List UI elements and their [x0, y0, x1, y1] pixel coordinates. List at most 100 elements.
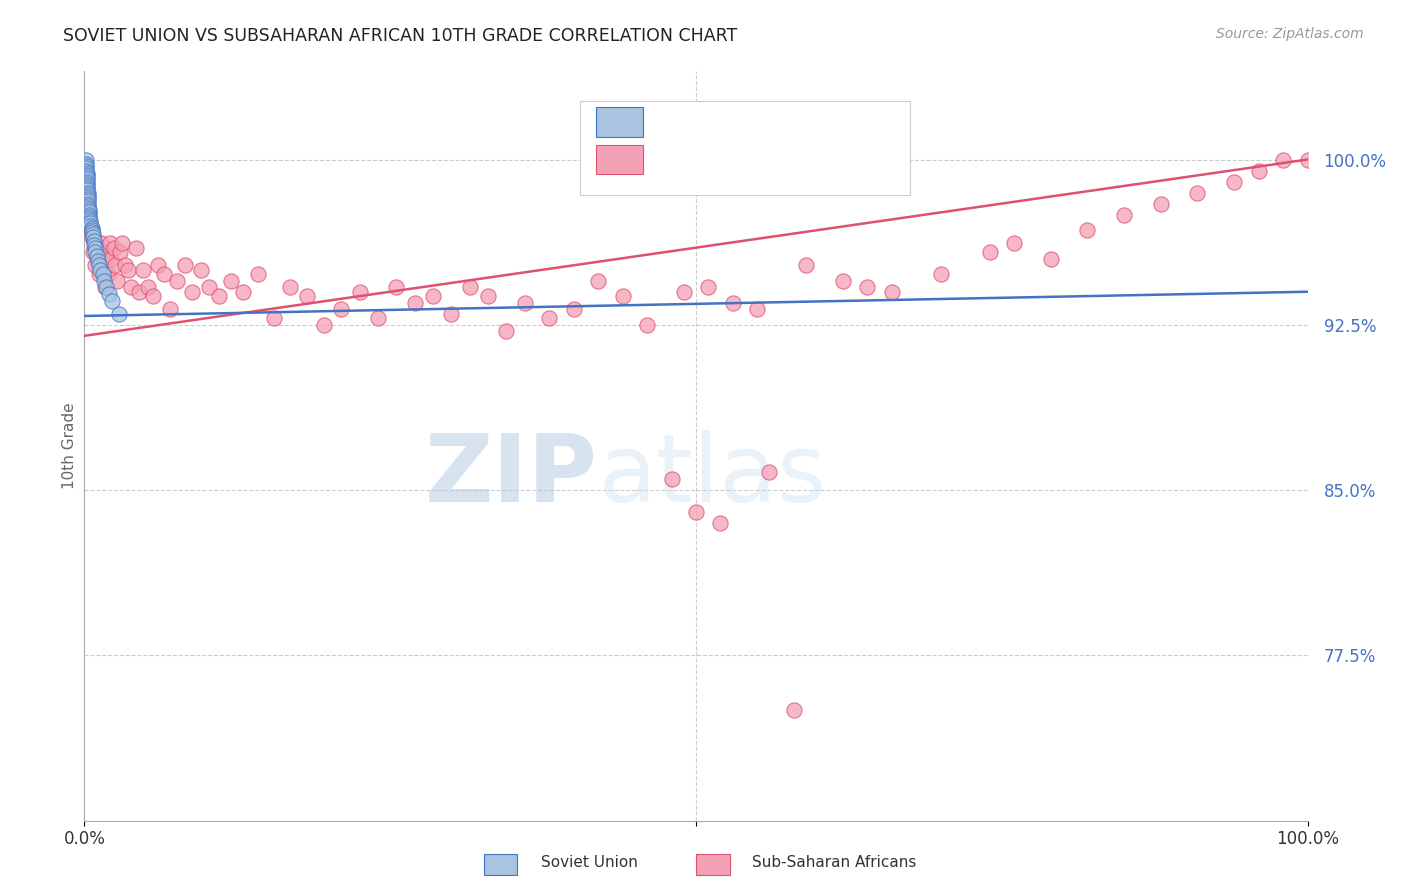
Text: SOVIET UNION VS SUBSAHARAN AFRICAN 10TH GRADE CORRELATION CHART: SOVIET UNION VS SUBSAHARAN AFRICAN 10TH …	[63, 27, 738, 45]
Point	[87, 253, 110, 268]
Point	[76, 168, 98, 182]
Point	[1150, 196, 1173, 211]
Point	[856, 280, 879, 294]
Point	[1296, 153, 1319, 167]
Point	[76, 178, 98, 193]
Point	[929, 267, 952, 281]
Point	[75, 159, 97, 173]
Point	[173, 258, 195, 272]
Point	[367, 311, 389, 326]
Point	[93, 262, 115, 277]
Point	[91, 267, 114, 281]
Point	[87, 267, 110, 281]
Point	[77, 187, 100, 202]
Text: R = 0.361: R = 0.361	[657, 112, 744, 130]
Point	[87, 252, 110, 266]
Point	[685, 505, 707, 519]
Text: R = 0.291: R = 0.291	[657, 151, 744, 169]
Point	[404, 295, 426, 310]
Point	[105, 274, 128, 288]
Point	[77, 190, 100, 204]
Point	[181, 285, 204, 299]
Point	[77, 194, 100, 209]
Point	[98, 236, 121, 251]
Point	[84, 245, 107, 260]
Point	[107, 307, 129, 321]
Point	[111, 236, 134, 251]
Point	[219, 274, 242, 288]
Point	[83, 238, 105, 252]
Point	[208, 289, 231, 303]
Point	[75, 157, 97, 171]
Point	[108, 245, 131, 260]
Point	[97, 287, 120, 301]
Point	[142, 289, 165, 303]
Point	[84, 258, 107, 272]
Point	[77, 201, 100, 215]
Point	[1247, 163, 1270, 178]
Point	[1272, 153, 1295, 167]
Point	[82, 245, 104, 260]
Point	[295, 289, 318, 303]
Point	[1223, 175, 1246, 189]
Point	[103, 241, 125, 255]
Point	[661, 472, 683, 486]
Point	[783, 703, 806, 717]
Point	[76, 181, 98, 195]
Point	[538, 311, 561, 326]
Point	[104, 258, 127, 272]
Point	[794, 258, 817, 272]
Point	[120, 280, 142, 294]
Point	[636, 318, 658, 332]
Point	[91, 245, 114, 260]
Point	[146, 258, 169, 272]
Text: atlas: atlas	[598, 430, 827, 522]
Point	[83, 234, 105, 248]
Point	[697, 280, 720, 294]
Text: Soviet Union: Soviet Union	[541, 855, 638, 870]
Point	[80, 220, 103, 235]
Point	[86, 241, 108, 255]
Point	[385, 280, 408, 294]
Point	[979, 245, 1001, 260]
Text: Sub-Saharan Africans: Sub-Saharan Africans	[752, 855, 917, 870]
Point	[495, 325, 517, 339]
Point	[79, 216, 101, 230]
Point	[77, 205, 100, 219]
Point	[77, 212, 100, 227]
Point	[80, 229, 103, 244]
Point	[247, 267, 270, 281]
Point	[84, 241, 107, 255]
Point	[94, 280, 117, 294]
Point	[1187, 186, 1209, 200]
Point	[562, 302, 585, 317]
Point	[1076, 223, 1098, 237]
Point	[76, 175, 98, 189]
Point	[349, 285, 371, 299]
Point	[278, 280, 301, 294]
Point	[75, 161, 97, 176]
Point	[79, 219, 101, 233]
Point	[709, 516, 731, 530]
Point	[82, 227, 104, 242]
Point	[422, 289, 444, 303]
Point	[77, 186, 100, 200]
Point	[96, 252, 118, 266]
Point	[83, 234, 105, 248]
Point	[80, 223, 103, 237]
Point	[758, 466, 780, 480]
Point	[97, 267, 120, 281]
Point	[75, 153, 97, 167]
Point	[190, 262, 212, 277]
Point	[1039, 252, 1062, 266]
Point	[330, 302, 353, 317]
Point	[612, 289, 634, 303]
Point	[114, 258, 136, 272]
Point	[166, 274, 188, 288]
Point	[76, 177, 98, 191]
Point	[232, 285, 254, 299]
Point	[128, 285, 150, 299]
Point	[125, 241, 148, 255]
Point	[77, 208, 100, 222]
Text: Source: ZipAtlas.com: Source: ZipAtlas.com	[1216, 27, 1364, 41]
